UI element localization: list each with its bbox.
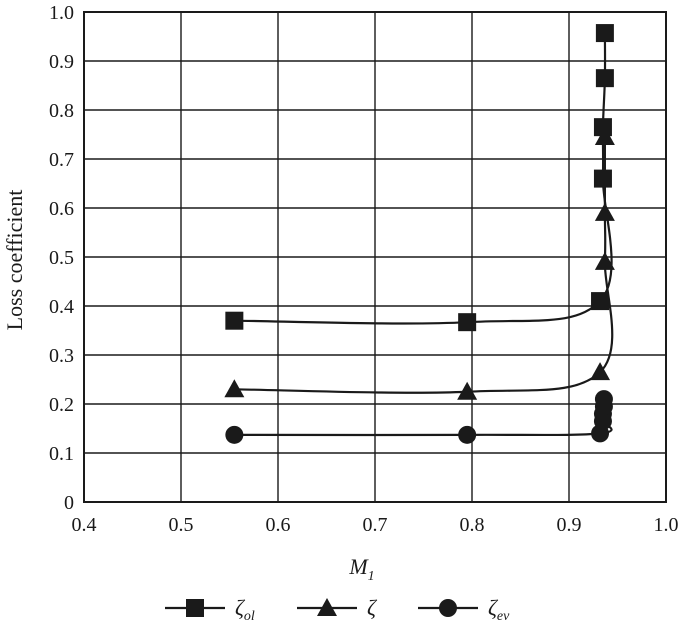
y-tick-label: 0.3	[49, 345, 74, 367]
series-layer	[224, 24, 615, 444]
legend-circle-marker	[439, 599, 457, 617]
series-square	[225, 24, 614, 332]
legend-item-triangle: ζ	[297, 595, 378, 620]
triangle-marker	[457, 381, 478, 400]
y-tick-label: 0	[64, 492, 74, 514]
x-tick-labels: 0.4 0.5 0.6 0.7 0.8 0.9 1.0	[72, 514, 679, 536]
x-axis-title-main: M	[348, 554, 369, 579]
y-tick-label: 0.6	[49, 198, 74, 220]
legend: ζol ζ ζev	[165, 595, 510, 623]
legend-item-circle: ζev	[418, 595, 510, 623]
legend-label-main: ζ	[367, 595, 378, 620]
square-marker	[595, 24, 614, 43]
x-tick-label: 0.8	[460, 514, 485, 536]
legend-square-marker	[186, 599, 204, 617]
x-axis-title-sub: 1	[368, 569, 375, 584]
x-axis-title: M1	[348, 554, 374, 584]
x-tick-label: 0.4	[72, 514, 97, 536]
triangle-marker	[594, 251, 615, 270]
y-tick-labels: 0 0.1 0.2 0.3 0.4 0.5 0.6 0.7 0.8 0.9 1.0	[49, 2, 74, 514]
square-marker	[593, 169, 612, 188]
y-axis-title: Loss coefficient	[2, 190, 27, 331]
triangle-marker	[224, 379, 245, 398]
plot-frame	[83, 11, 667, 503]
square-marker	[591, 292, 610, 311]
y-tick-label: 0.4	[49, 296, 74, 318]
circle-marker	[594, 390, 613, 409]
circle-marker	[458, 425, 477, 444]
legend-label-sub: ev	[497, 609, 510, 623]
legend-label-main: ζ	[488, 595, 499, 620]
y-tick-label: 0.7	[49, 149, 74, 171]
y-tick-label: 0.9	[49, 51, 74, 73]
triangle-marker	[590, 362, 611, 381]
square-marker	[595, 69, 614, 88]
x-tick-label: 0.9	[557, 514, 582, 536]
series-circle	[225, 390, 613, 444]
series-line	[234, 33, 613, 325]
y-tick-label: 1.0	[49, 2, 74, 24]
x-tick-label: 0.5	[169, 514, 194, 536]
square-marker	[458, 313, 477, 332]
triangle-marker	[594, 202, 615, 221]
legend-label: ζol	[235, 595, 255, 623]
square-marker	[225, 311, 244, 330]
legend-label-sub: ol	[244, 609, 255, 623]
legend-label-main: ζ	[235, 595, 246, 620]
grid	[83, 11, 667, 503]
legend-label: ζ	[367, 595, 378, 620]
triangle-marker	[594, 126, 615, 145]
legend-triangle-marker	[317, 598, 337, 616]
y-tick-label: 0.5	[49, 247, 74, 269]
legend-item-square: ζol	[165, 595, 255, 623]
series-triangle	[224, 126, 615, 400]
y-tick-label: 0.8	[49, 100, 74, 122]
x-tick-label: 0.7	[363, 514, 388, 536]
x-tick-label: 1.0	[654, 514, 679, 536]
circle-marker	[225, 425, 244, 444]
y-tick-label: 0.2	[49, 394, 74, 416]
x-tick-label: 0.6	[266, 514, 291, 536]
legend-label: ζev	[488, 595, 510, 623]
y-tick-label: 0.1	[49, 443, 74, 465]
